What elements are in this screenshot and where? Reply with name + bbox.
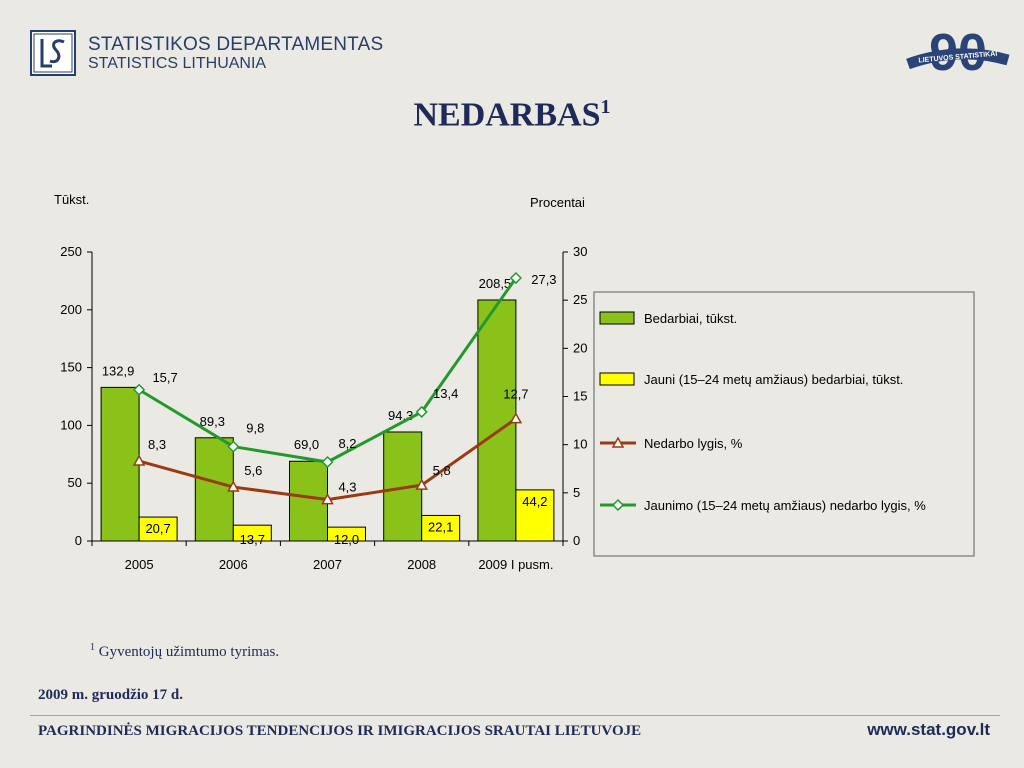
bar-total-label: 89,3	[200, 414, 225, 429]
footer-divider	[30, 715, 1000, 716]
rate-label: 12,7	[503, 387, 528, 402]
left-axis-tick-label: 200	[60, 302, 82, 317]
bar-youth	[232, 524, 272, 542]
left-axis-tick-label: 0	[75, 533, 82, 548]
legend-item-rate-marker	[611, 436, 625, 448]
x-axis-tick-label: 2006	[219, 557, 248, 572]
title-footnote-mark: 1	[600, 96, 611, 118]
youth-rate-marker	[227, 440, 240, 453]
legend-item-youth-label: Jauni (15–24 metų amžiaus) bedarbiai, tū…	[644, 372, 903, 387]
left-axis-label: Tūkst.	[54, 192, 89, 207]
right-axis-tick-label: 25	[573, 292, 587, 307]
unemployment-chart: Tūkst. Procentai 0 50 100 150 200 250 0 5 10 15 2…	[54, 192, 975, 572]
website-link[interactable]: www.stat.gov.lt	[867, 720, 990, 739]
rate-marker	[509, 412, 523, 424]
x-axis-tick-label: 2008	[407, 557, 436, 572]
bar-youth	[421, 514, 461, 542]
page-title: NEDARBAS1	[413, 96, 611, 134]
bar-youth-label: 22,1	[428, 519, 453, 534]
bar-youth-label: 12,0	[334, 532, 359, 547]
bar-total-label: 132,9	[102, 363, 135, 378]
right-axis-tick-label: 5	[573, 485, 580, 500]
bar-total	[194, 437, 234, 542]
bar-youth-label: 13,7	[240, 532, 265, 547]
statistics-lithuania-logo-icon	[30, 30, 76, 76]
youth-rate-label: 9,8	[246, 421, 264, 436]
left-axis-tick-label: 250	[60, 244, 82, 259]
bar-youth	[138, 516, 178, 542]
rate-label: 4,3	[338, 480, 356, 495]
youth-rate-label: 13,4	[433, 386, 458, 401]
footnote: 1 Gyventojų užimtumo tyrimas.	[90, 642, 280, 660]
bar-youth	[327, 526, 366, 542]
rate-label: 5,6	[244, 463, 262, 478]
bars: 132,9 89,3 69,0 94,3 208,5 20,7 13,7 12,0 22,1 44…	[100, 276, 555, 547]
rate-label: 8,3	[148, 437, 166, 452]
left-axis-tick-label: 150	[60, 360, 82, 375]
anniversary-90-logo-icon: 90 LIETUVOS STATISTIKAI	[906, 24, 1010, 80]
right-axis: 0 5 10 15 20 25 30	[562, 244, 587, 548]
footer-title: PAGRINDINĖS MIGRACIJOS TENDENCIJOS IR IM…	[38, 723, 642, 739]
bar-total	[477, 299, 517, 542]
legend-item-youth-rate-label: Jaunimo (15–24 metų amžiaus) nedarbo lyg…	[644, 498, 926, 513]
x-axis-tick-label: 2007	[313, 557, 342, 572]
right-axis-tick-label: 10	[573, 437, 587, 452]
right-axis-label: Procentai	[530, 195, 585, 210]
bar-total	[289, 460, 328, 542]
org-name-lt: STATISTIKOS DEPARTAMENTAS	[88, 34, 384, 55]
rate-marker	[321, 493, 334, 505]
legend-item-total-label: Bedarbiai, tūkst.	[644, 311, 737, 326]
legend-item-youth-swatch	[599, 372, 635, 386]
org-name-en: STATISTICS LITHUANIA	[88, 55, 267, 72]
youth-rate-label: 15,7	[152, 370, 177, 385]
left-axis-tick-label: 100	[60, 417, 82, 432]
line-youth-unemployment-rate	[138, 277, 518, 464]
youth-rate-label: 27,3	[531, 272, 556, 287]
legend-box	[593, 291, 975, 557]
youth-rate-label: 8,2	[338, 436, 356, 451]
right-axis-tick-label: 20	[573, 340, 587, 355]
rate-marker	[415, 478, 428, 490]
bar-youth-label: 44,2	[522, 494, 547, 509]
x-axis-tick-label: 2005	[125, 557, 154, 572]
youth-rate-marker	[509, 271, 522, 285]
youth-rate-marker	[321, 455, 334, 469]
legend-item-youth-rate-marker	[611, 498, 625, 512]
youth-rate-marker	[415, 405, 428, 418]
date: 2009 m. gruodžio 17 d.	[38, 687, 184, 703]
left-axis-tick-label: 50	[68, 475, 82, 490]
x-axis-labels: 2005 2006 2007 2008 2009 I pusm.	[125, 557, 554, 572]
bar-youth	[515, 489, 555, 542]
rate-marker	[227, 480, 240, 492]
right-axis-tick-label: 30	[573, 244, 587, 259]
legend: Bedarbiai, tūkst. Jauni (15–24 metų amžia…	[593, 291, 975, 557]
rate-marker	[132, 454, 146, 466]
youth-rate-marker	[133, 383, 146, 396]
rate-label: 5,8	[433, 463, 451, 478]
right-axis-tick-label: 15	[573, 389, 587, 404]
bar-total	[100, 386, 140, 542]
bar-total-label: 208,5	[479, 276, 512, 291]
bar-total-label: 69,0	[294, 437, 319, 452]
lines: 8,3 5,6 4,3 5,8 12,7 15,7 9,8 8,2 13,4 27,3	[132, 271, 557, 505]
bar-youth-label: 20,7	[145, 521, 170, 536]
x-axis-tick-label: 2009 I pusm.	[478, 557, 553, 572]
legend-item-total-swatch	[599, 311, 635, 325]
legend-item-rate-label: Nedarbo lygis, %	[644, 436, 743, 451]
bar-total-label: 94,3	[388, 408, 413, 423]
right-axis-tick-label: 0	[573, 533, 580, 548]
